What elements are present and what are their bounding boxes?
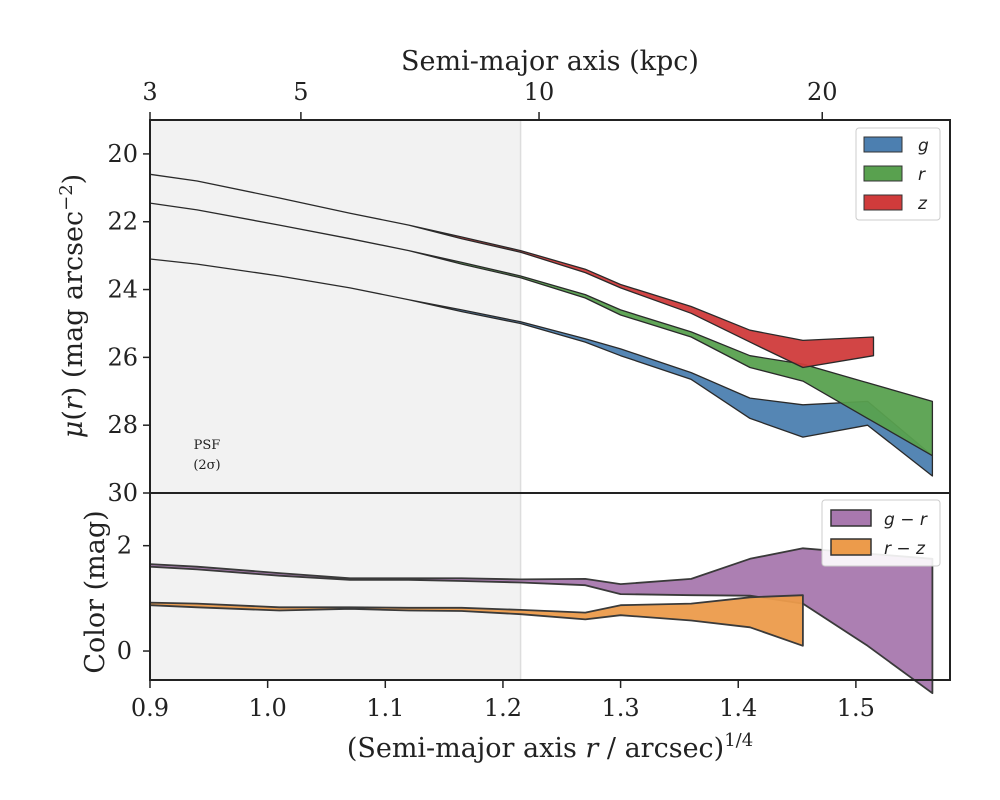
kpc-tick-label: 3 (142, 78, 157, 106)
y-tick-label: 20 (107, 140, 138, 168)
kpc-tick-label: 5 (293, 78, 308, 106)
color-y-axis-title: Color (mag) (80, 510, 111, 673)
color-y-tick-label: 0 (117, 637, 132, 665)
y-tick-label: 26 (107, 343, 138, 371)
y-tick-label: 28 (107, 411, 138, 439)
band-g-r (149, 547, 934, 695)
surface-brightness-bands (149, 173, 934, 477)
legend-swatch-g (863, 136, 903, 153)
color-y-axis-ticks: 02 (117, 532, 150, 665)
y-tick-label: 30 (107, 479, 138, 507)
legend-swatch-g-r (830, 509, 872, 527)
kpc-tick-label: 10 (524, 78, 555, 106)
legend-label-r-z: r − z (884, 539, 926, 559)
legend-bottom: g − r r − z (821, 499, 941, 567)
color-y-tick-label: 2 (117, 532, 132, 560)
kpc-tick-label: 20 (807, 78, 838, 106)
x-axis-title: (Semi-major axis r / arcsec)1/4 (347, 730, 753, 764)
band-g (149, 258, 934, 477)
legend-label-r: r (918, 165, 926, 185)
band-r (149, 202, 934, 457)
bottom-panel-frame (149, 492, 951, 681)
top-axis-title: Semi-major axis (kpc) (401, 46, 699, 77)
y-axis-ticks: 20 22 24 26 28 30 (107, 140, 150, 507)
top-kpc-axis-ticks: 3 5 10 20 (142, 78, 838, 120)
band-r-z (149, 594, 804, 647)
legend-top: g r z (855, 127, 941, 221)
y-tick-label: 22 (107, 208, 138, 236)
x-axis-ticks: 0.9 1.0 1.1 1.2 1.3 1.4 1.5 (131, 680, 875, 722)
color-panel: 02 0.9 1.0 1.1 1.2 1.3 1.4 1.5 Color (mag) (Se… (80, 492, 951, 764)
legend-swatch-r (863, 165, 903, 182)
x-tick-label: 1.4 (719, 694, 757, 722)
legend-label-z: z (917, 194, 928, 214)
psf-shaded-region-bottom (150, 493, 521, 680)
x-tick-label: 1.2 (484, 694, 522, 722)
x-tick-label: 1.0 (249, 694, 287, 722)
legend-label-g-r: g − r (884, 510, 928, 530)
psf-shaded-region (150, 120, 521, 493)
psf-annotation-line2: (2σ) (193, 458, 220, 473)
legend-label-g: g (918, 136, 929, 156)
x-tick-label: 1.1 (366, 694, 404, 722)
surface-brightness-panel: 20 22 24 26 28 30 3 5 10 20 Semi-major axis (kpc… (56, 46, 951, 507)
y-tick-label: 24 (107, 276, 138, 304)
x-tick-label: 0.9 (131, 694, 169, 722)
legend-swatch-r-z (830, 538, 872, 556)
legend-swatch-z (863, 194, 903, 211)
band-z (149, 173, 875, 369)
x-tick-label: 1.5 (837, 694, 875, 722)
psf-annotation-line1: PSF (194, 438, 221, 453)
x-tick-label: 1.3 (602, 694, 640, 722)
y-axis-title: μ(r) (mag arcsec−2) (56, 174, 89, 438)
color-bands (149, 547, 934, 695)
